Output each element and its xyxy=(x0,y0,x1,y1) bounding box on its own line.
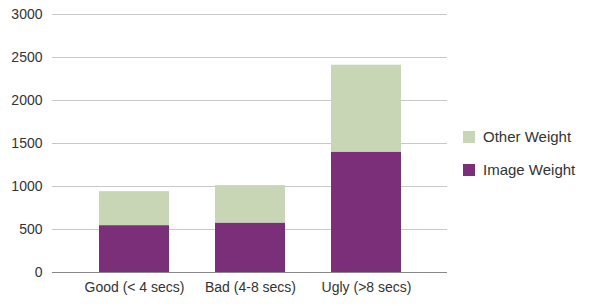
svg-text:500: 500 xyxy=(19,221,43,237)
svg-text:2500: 2500 xyxy=(11,49,42,65)
html-text:Other Weight: Other Weight xyxy=(483,128,572,145)
svg-text:3000: 3000 xyxy=(11,6,42,22)
svg-text:Good (< 4 secs): Good (< 4 secs) xyxy=(85,279,185,295)
svg-text:Bad (4-8 secs): Bad (4-8 secs) xyxy=(205,279,296,295)
svg-text:1500: 1500 xyxy=(11,135,42,151)
svg-text:2000: 2000 xyxy=(11,92,42,108)
svg-text:1000: 1000 xyxy=(11,178,42,194)
html-text:Image Weight: Image Weight xyxy=(483,161,576,178)
svg-text:0: 0 xyxy=(35,264,43,280)
svg-text:Ugly (>8 secs): Ugly (>8 secs) xyxy=(322,279,412,295)
